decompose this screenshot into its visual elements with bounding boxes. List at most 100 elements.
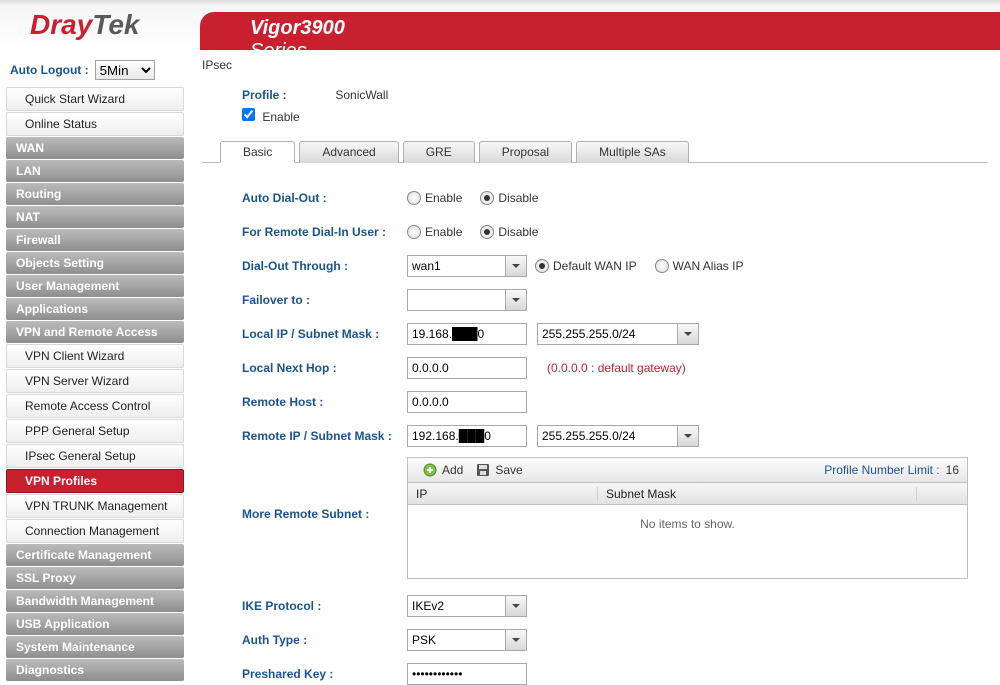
tabs: Basic Advanced GRE Proposal Multiple SAs (202, 140, 988, 163)
nav-apps[interactable]: Applications (6, 298, 184, 320)
nav-cert-mgmt[interactable]: Certificate Management (6, 544, 184, 566)
tab-multiple-sas[interactable]: Multiple SAs (576, 141, 689, 163)
nav-user-mgmt[interactable]: User Management (6, 275, 184, 297)
nav-ssl-proxy[interactable]: SSL Proxy (6, 567, 184, 589)
wan-alias-ip[interactable]: WAN Alias IP (655, 259, 744, 273)
local-ip-label: Local IP / Subnet Mask : (242, 327, 407, 341)
col-ip[interactable]: IP (408, 487, 598, 501)
failover-label: Failover to : (242, 293, 407, 307)
next-hop-hint: (0.0.0.0 : default gateway) (547, 361, 686, 375)
ike-label: IKE Protocol : (242, 599, 407, 613)
auto-logout-row: Auto Logout : 5Min (6, 54, 184, 86)
tab-gre[interactable]: GRE (403, 141, 475, 163)
nav-vpn-server[interactable]: VPN Server Wizard (6, 369, 184, 393)
remote-host-input[interactable] (407, 391, 527, 413)
local-next-label: Local Next Hop : (242, 361, 407, 375)
nav-online-status[interactable]: Online Status (6, 112, 184, 136)
chevron-down-icon[interactable] (677, 323, 699, 345)
auto-dial-disable[interactable]: Disable (480, 191, 538, 205)
subnet-toolbar: Add Save Profile Number Limit : 16 (407, 457, 968, 483)
remote-ip-input[interactable] (407, 425, 527, 447)
nav-wan[interactable]: WAN (6, 137, 184, 159)
nav-sys-maint[interactable]: System Maintenance (6, 636, 184, 658)
nav-ipsec-general[interactable]: IPsec General Setup (6, 444, 184, 468)
nav-bw-mgmt[interactable]: Bandwidth Management (6, 590, 184, 612)
profile-row: Profile : SonicWall (202, 80, 988, 108)
profile-limit-value: 16 (946, 463, 959, 477)
remote-mask-input[interactable] (537, 425, 677, 447)
auto-logout-label: Auto Logout : (10, 63, 89, 77)
nav-vpn-client[interactable]: VPN Client Wizard (6, 344, 184, 368)
local-ip-input[interactable] (407, 323, 527, 345)
dial-through-input[interactable] (407, 255, 505, 277)
nav-ppp[interactable]: PPP General Setup (6, 419, 184, 443)
chevron-down-icon[interactable] (505, 629, 527, 651)
remote-mask-combo[interactable] (537, 425, 699, 447)
dial-through-label: Dial-Out Through : (242, 259, 407, 273)
profile-limit-label: Profile Number Limit : (824, 463, 939, 477)
nav-remote-access[interactable]: Remote Access Control (6, 394, 184, 418)
failover-input[interactable] (407, 289, 505, 311)
page-title: IPsec (202, 50, 988, 80)
chevron-down-icon[interactable] (505, 289, 527, 311)
chevron-down-icon[interactable] (677, 425, 699, 447)
psk-input[interactable] (407, 663, 527, 685)
add-button[interactable]: Add (416, 460, 469, 480)
auto-dial-label: Auto Dial-Out : (242, 191, 407, 205)
nav-objects[interactable]: Objects Setting (6, 252, 184, 274)
tab-basic[interactable]: Basic (220, 141, 295, 163)
save-button[interactable]: Save (469, 460, 528, 480)
remote-dial-disable[interactable]: Disable (480, 225, 538, 239)
save-icon (475, 462, 491, 478)
auth-combo[interactable] (407, 629, 527, 651)
auth-input[interactable] (407, 629, 505, 651)
local-mask-input[interactable] (537, 323, 677, 345)
ike-input[interactable] (407, 595, 505, 617)
remote-dial-enable[interactable]: Enable (407, 225, 462, 239)
enable-label: Enable (262, 110, 299, 124)
more-remote-label: More Remote Subnet : (242, 457, 407, 521)
grid-header: IP Subnet Mask (407, 483, 968, 505)
nav-vpn-trunk[interactable]: VPN TRUNK Management (6, 494, 184, 518)
remote-ip-label: Remote IP / Subnet Mask : (242, 429, 407, 443)
ike-combo[interactable] (407, 595, 527, 617)
auto-logout-select[interactable]: 5Min (95, 60, 155, 80)
grid-empty-text: No items to show. (640, 517, 735, 531)
default-wan-ip[interactable]: Default WAN IP (535, 259, 637, 273)
failover-combo[interactable] (407, 289, 527, 311)
local-next-input[interactable] (407, 357, 527, 379)
tab-proposal[interactable]: Proposal (479, 141, 572, 163)
chevron-down-icon[interactable] (505, 255, 527, 277)
sidebar: Auto Logout : 5Min Quick Start Wizard On… (0, 50, 190, 685)
dial-through-combo[interactable] (407, 255, 527, 277)
add-icon (422, 462, 438, 478)
psk-label: Preshared Key : (242, 667, 407, 681)
chevron-down-icon[interactable] (505, 595, 527, 617)
nav-vpn-profiles[interactable]: VPN Profiles (6, 469, 184, 493)
nav-conn-mgmt[interactable]: Connection Management (6, 519, 184, 543)
remote-host-label: Remote Host : (242, 395, 407, 409)
nav-firewall[interactable]: Firewall (6, 229, 184, 251)
local-mask-combo[interactable] (537, 323, 699, 345)
main-content: IPsec Profile : SonicWall Enable Basic A… (190, 50, 1000, 685)
logo-tek: Tek (92, 9, 139, 41)
nav-routing[interactable]: Routing (6, 183, 184, 205)
enable-row: Enable (202, 108, 988, 140)
profile-label: Profile : (242, 88, 332, 102)
logo-dray: Dray (30, 9, 92, 41)
remote-dial-label: For Remote Dial-In User : (242, 225, 407, 239)
nav-diagnostics[interactable]: Diagnostics (6, 659, 184, 681)
nav-vpn-section[interactable]: VPN and Remote Access (6, 321, 184, 343)
nav-quick-start[interactable]: Quick Start Wizard (6, 87, 184, 111)
nav-lan[interactable]: LAN (6, 160, 184, 182)
col-mask[interactable]: Subnet Mask (598, 487, 917, 501)
tab-advanced[interactable]: Advanced (299, 141, 398, 163)
header: DrayTek Vigor3900 Series (0, 0, 1000, 50)
enable-checkbox[interactable] (242, 108, 255, 121)
auto-dial-enable[interactable]: Enable (407, 191, 462, 205)
series-model: Vigor3900 (250, 17, 345, 39)
form-area: Auto Dial-Out : Enable Disable For Remot… (202, 163, 988, 685)
auth-label: Auth Type : (242, 633, 407, 647)
nav-usb-app[interactable]: USB Application (6, 613, 184, 635)
nav-nat[interactable]: NAT (6, 206, 184, 228)
